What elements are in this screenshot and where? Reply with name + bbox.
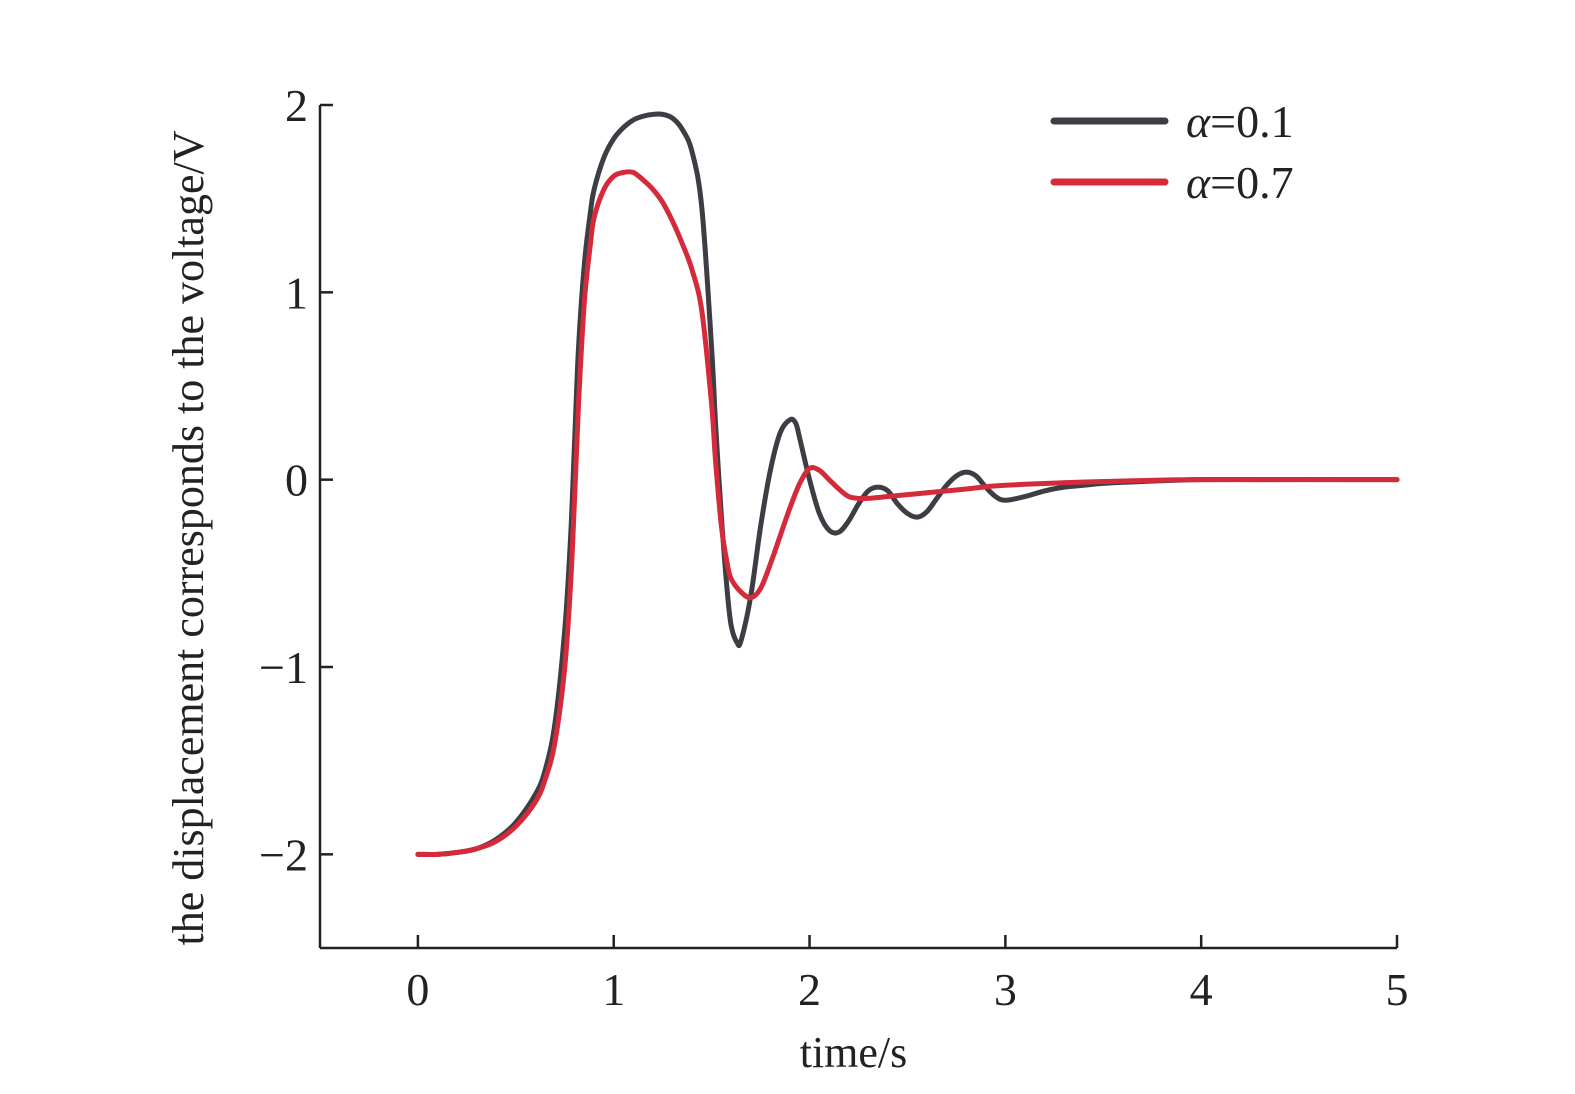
series-group [415,111,1400,857]
y-ticks: −2 −1 0 1 2 [259,80,333,880]
legend-label-2: α=0.7 [1186,157,1294,208]
x-tick-label: 3 [994,964,1017,1015]
legend: α=0.1α=0.7 [1050,96,1294,208]
x-tick-label: 5 [1386,964,1409,1015]
x-tick-label: 0 [406,964,429,1015]
x-ticks: 0 1 2 3 4 5 [406,935,1409,1015]
x-axis-title: time/s [800,1028,908,1077]
x-tick-label: 2 [798,964,821,1015]
y-tick-label: 0 [285,455,308,506]
legend-alpha-symbol: α [1186,157,1211,208]
x-tick-label: 4 [1190,964,1213,1015]
y-axis-title: the displacement corresponds to the volt… [164,130,213,945]
y-tick-label: 1 [285,267,308,318]
legend-label-1: α=0.1 [1186,96,1294,147]
x-tick-label: 1 [602,964,625,1015]
series-line-1 [415,111,1400,857]
y-tick-label: 2 [285,80,308,131]
y-tick-label: −2 [259,829,308,880]
y-tick-label: −1 [259,642,308,693]
legend-alpha-value: =0.1 [1210,96,1293,147]
series-line-2 [415,169,1400,857]
legend-alpha-value: =0.7 [1210,157,1293,208]
legend-alpha-symbol: α [1186,96,1211,147]
axes: −2 −1 0 1 2 0 1 2 3 4 5 [259,80,1408,1015]
